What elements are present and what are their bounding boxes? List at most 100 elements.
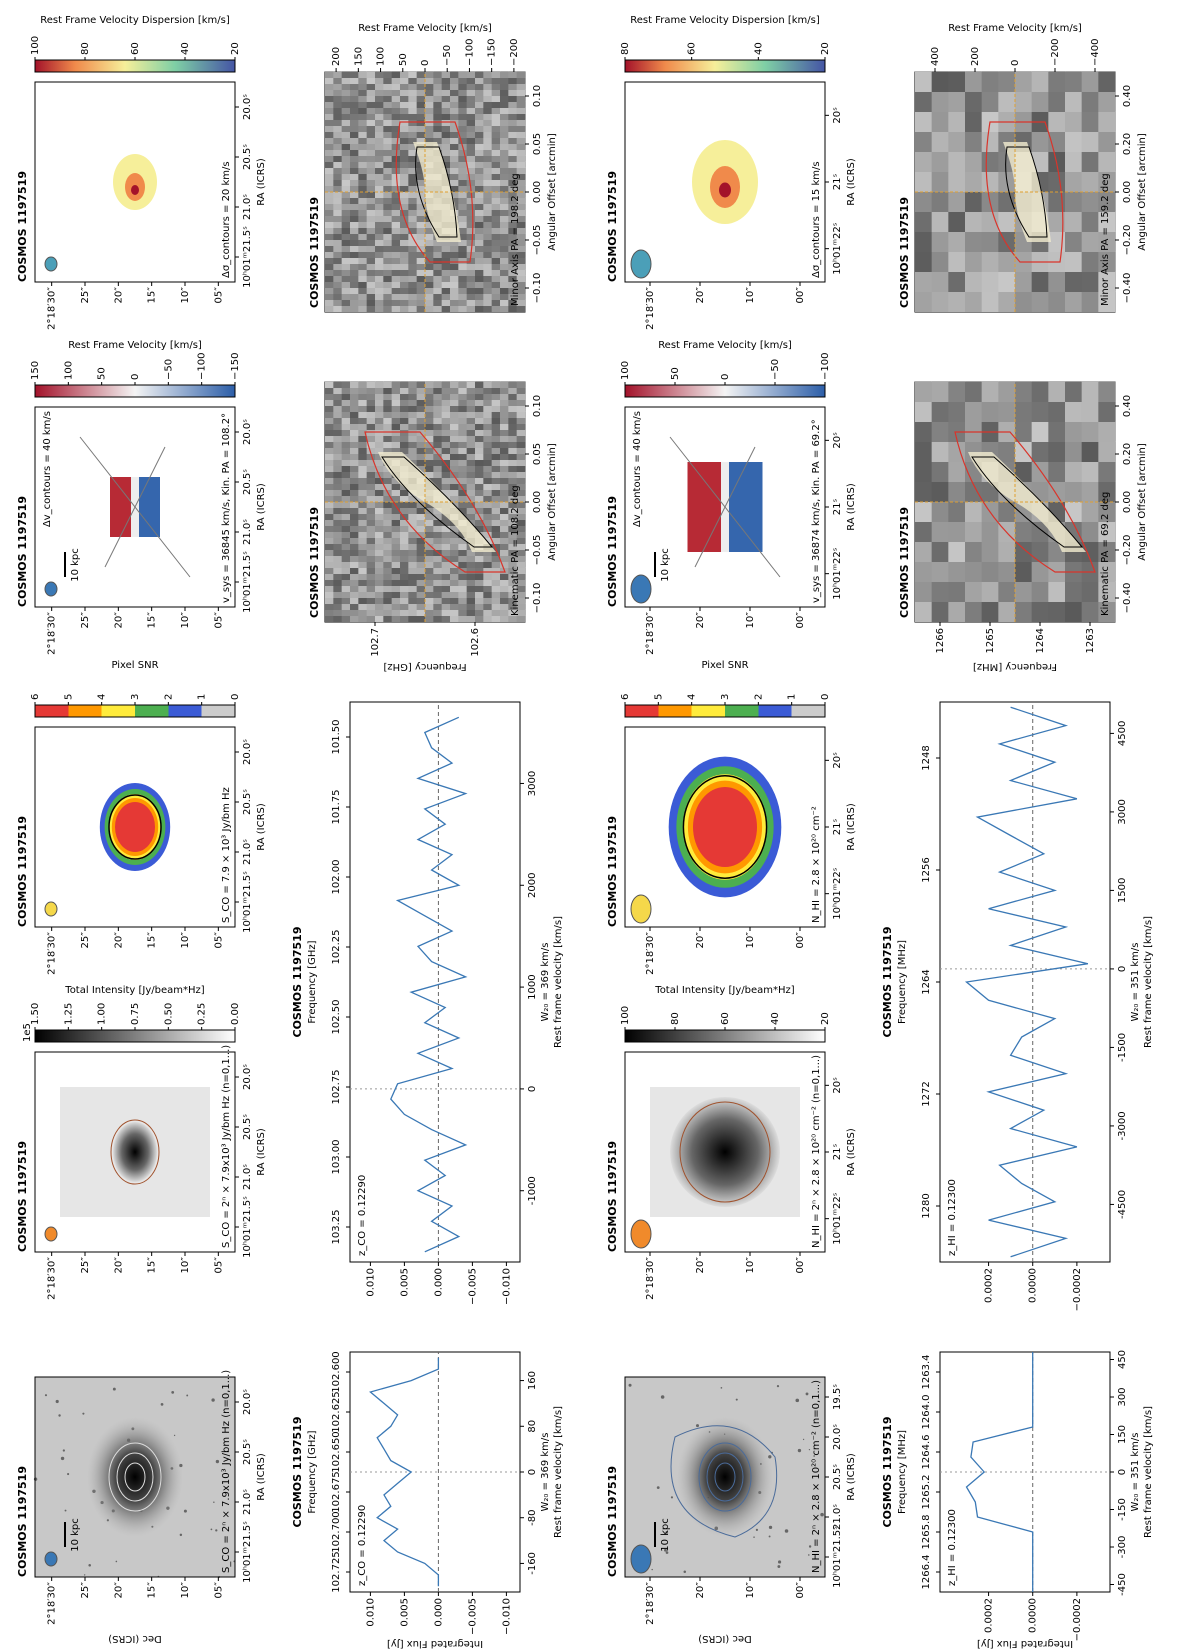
pv-pixel xyxy=(500,269,509,276)
pv-pixel xyxy=(466,423,476,430)
pv-pixel xyxy=(425,381,434,388)
pv-pixel xyxy=(1048,461,1066,482)
star xyxy=(808,1448,811,1451)
pv-pixel xyxy=(458,77,467,84)
pv-pixel xyxy=(483,257,492,264)
pv-pixel xyxy=(366,555,376,562)
pv-pixel xyxy=(400,411,409,418)
pv-pixel xyxy=(358,387,367,394)
pv-pixel xyxy=(333,387,342,394)
star xyxy=(215,1459,220,1464)
pv-pixel xyxy=(333,447,342,454)
pv-pixel xyxy=(341,119,351,126)
pv-pixel xyxy=(358,125,367,132)
pv-pixel xyxy=(458,381,467,388)
pv-pixel xyxy=(425,305,434,312)
pv-pixel xyxy=(931,381,949,402)
pv-pixel xyxy=(341,405,351,412)
pv-pixel xyxy=(475,495,484,502)
pv-pixel xyxy=(508,101,517,108)
pv-pixel xyxy=(483,501,492,508)
pv-pixel xyxy=(491,191,501,198)
pv-pixel xyxy=(408,591,417,598)
pv-pixel xyxy=(441,579,451,586)
pv-pixel xyxy=(441,417,451,424)
pv-pixel xyxy=(483,567,492,574)
pv-pixel xyxy=(366,429,376,436)
y2-tick-label: −200 xyxy=(1050,39,1061,66)
pv-pixel xyxy=(508,251,517,258)
pv-pixel xyxy=(483,513,492,520)
pv-pixel xyxy=(441,299,451,306)
pv-pixel xyxy=(500,257,509,264)
pv-pixel xyxy=(466,447,476,454)
pv-pixel xyxy=(341,89,351,96)
pv-pixel xyxy=(483,447,492,454)
pv-pixel xyxy=(450,113,459,120)
pv-pixel xyxy=(333,95,342,102)
y-axis-label: Frequency [GHz] xyxy=(383,661,466,672)
pv-pixel xyxy=(500,435,509,442)
pv-pixel xyxy=(383,513,392,520)
pv-pixel xyxy=(383,95,392,102)
pv-pixel xyxy=(375,561,384,568)
x-tick-label: 20.0ˢ xyxy=(832,1424,843,1450)
pv-pixel xyxy=(458,549,467,556)
pv-pixel xyxy=(425,549,434,556)
pv-pixel xyxy=(508,531,517,538)
star xyxy=(805,1392,809,1396)
pv-pixel xyxy=(433,411,442,418)
pv-pixel xyxy=(931,71,949,92)
pv-pixel xyxy=(450,465,459,472)
pv-pixel xyxy=(375,435,384,442)
pv-pixel xyxy=(441,477,451,484)
pv-pixel xyxy=(1098,541,1116,562)
pv-pixel xyxy=(450,489,459,496)
pv-pixel xyxy=(341,275,351,282)
pv-pixel xyxy=(375,281,384,288)
colorbar-tick-label: 80 xyxy=(620,42,631,55)
pv-pixel xyxy=(458,579,467,586)
annotation: N_HI = 2ⁿ × 2.8 × 10²⁰ cm⁻² (n=0,1...) xyxy=(811,1380,822,1573)
colorbar-tick-label: −50 xyxy=(163,359,174,380)
pv-pixel xyxy=(408,251,417,258)
map-image xyxy=(630,140,758,279)
pv-pixel xyxy=(366,573,376,580)
pv-pixel xyxy=(516,591,526,598)
pv-pixel xyxy=(375,381,384,388)
pv-pixel xyxy=(341,603,351,610)
pv-pixel xyxy=(965,171,982,192)
pv-pixel xyxy=(483,417,492,424)
x-tick-label: -150 xyxy=(1117,1498,1128,1521)
star xyxy=(808,1545,812,1548)
map-title: COSMOS 1197519 xyxy=(606,1141,619,1252)
pv-pixel xyxy=(483,519,492,526)
pv-pixel xyxy=(383,119,392,126)
x-tick-label: 0.40 xyxy=(1122,85,1133,107)
y-tick-label: 0.000 xyxy=(433,1268,444,1297)
pv-pixel xyxy=(416,507,426,514)
pv-pixel xyxy=(325,239,334,246)
pv-pixel xyxy=(383,239,392,246)
star xyxy=(62,1449,65,1452)
contour xyxy=(682,775,768,879)
pv-pixel xyxy=(1048,381,1066,402)
pv-pixel xyxy=(358,483,367,490)
pv-pixel xyxy=(483,573,492,580)
pv-pixel xyxy=(508,447,517,454)
pv-pixel xyxy=(375,531,384,538)
pv-pixel xyxy=(441,549,451,556)
pv-pixel xyxy=(441,585,451,592)
pv-pixel xyxy=(333,125,342,132)
scalebar-label: 10 kpc xyxy=(660,1518,671,1552)
pv-pixel xyxy=(408,275,417,282)
pv-pixel xyxy=(450,543,459,550)
pv-pixel xyxy=(350,149,359,156)
x-tick-label: 0.05 xyxy=(532,133,543,155)
pv-pixel xyxy=(383,143,392,150)
pv-pixel xyxy=(1015,401,1032,422)
pv-pixel xyxy=(1081,191,1099,212)
pv-pixel xyxy=(516,209,526,216)
pv-pixel xyxy=(1048,91,1066,112)
pv-pixel xyxy=(425,245,434,252)
